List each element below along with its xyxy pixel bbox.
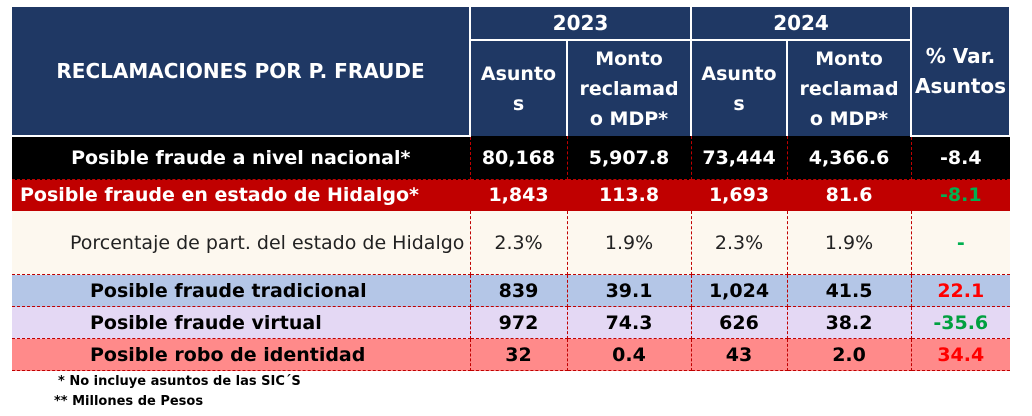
header-row-years: RECLAMACIONES POR P. FRAUDE 2023 2024 % …	[12, 7, 1012, 137]
table-row-national: Posible fraude a nivel nacional* 80,168 …	[12, 136, 1011, 180]
var-asuntos-header: % Var. Asuntos	[911, 7, 1012, 137]
monto-2024-header: Monto reclamad o MDP*	[787, 40, 913, 136]
monto-2024-cell: 38.2	[787, 306, 912, 339]
fraud-claims-table: RECLAMACIONES POR P. FRAUDE 2023 2024 % …	[12, 7, 1012, 371]
asuntos-2023-cell: 80,168	[470, 136, 568, 180]
var-cell: -8.4	[911, 136, 1011, 180]
year-2023-header: 2023	[470, 7, 693, 41]
asuntos-2023-cell: 972	[470, 306, 568, 339]
asuntos-2024-cell: 43	[691, 338, 788, 371]
monto-2023-header: Monto reclamad o MDP*	[567, 40, 693, 136]
table-row-virtual: Posible fraude virtual 972 74.3 626 38.2…	[12, 306, 1011, 339]
monto-2024-cell: 81.6	[787, 179, 912, 211]
monto-2023-cell: 0.4	[567, 338, 692, 371]
asuntos-2023-cell: 32	[470, 338, 568, 371]
asuntos-2024-cell: 1,693	[691, 179, 788, 211]
table-row-percentage: Porcentaje de part. del estado de Hidalg…	[12, 210, 1011, 275]
var-cell: 22.1	[911, 274, 1011, 307]
asuntos-2023-cell: 2.3%	[470, 210, 568, 275]
header-row-columns: Asunto s Monto reclamad o MDP* Asunto s Mont…	[12, 40, 1011, 136]
monto-2023-cell: 39.1	[567, 274, 692, 307]
monto-2023-cell: 5,907.8	[567, 136, 692, 180]
row-label-text: Porcentaje de part. del estado de Hidalg…	[70, 231, 465, 254]
asuntos-2023-cell: 1,843	[470, 179, 568, 211]
row-label: Posible fraude tradicional	[12, 274, 471, 307]
table-row-traditional: Posible fraude tradicional 839 39.1 1,02…	[12, 274, 1011, 307]
asuntos-2024-cell: 73,444	[691, 136, 788, 180]
row-label: Posible fraude virtual	[12, 306, 471, 339]
footnote-sic: * No incluye asuntos de las SIC´S	[58, 374, 301, 389]
monto-2023-cell: 1.9%	[567, 210, 692, 275]
monto-2023-cell: 74.3	[567, 306, 692, 339]
row-label: Posible robo de identidad	[12, 338, 471, 371]
monto-2024-cell: 2.0	[787, 338, 912, 371]
asuntos-2024-header: Asunto s	[691, 40, 789, 136]
table-row-hidalgo: Posible fraude en estado de Hidalgo* 1,8…	[12, 179, 1011, 211]
var-cell: -8.1	[911, 179, 1011, 211]
footnote-mdp: ** Millones de Pesos	[54, 394, 204, 409]
monto-2024-cell: 41.5	[787, 274, 912, 307]
asuntos-2024-cell: 626	[691, 306, 788, 339]
row-label: Posible fraude en estado de Hidalgo*	[12, 179, 471, 211]
asuntos-2023-cell: 839	[470, 274, 568, 307]
asuntos-2024-cell: 1,024	[691, 274, 788, 307]
var-cell: 34.4	[911, 338, 1011, 371]
row-label: Porcentaje de part. del estado de Hidalg…	[12, 210, 471, 275]
var-cell: -	[911, 210, 1011, 275]
monto-2023-cell: 113.8	[567, 179, 692, 211]
table-row-identity-theft: Posible robo de identidad 32 0.4 43 2.0 …	[12, 338, 1011, 371]
table-title: RECLAMACIONES POR P. FRAUDE	[12, 7, 471, 137]
monto-2024-cell: 4,366.6	[787, 136, 912, 180]
var-cell: -35.6	[911, 306, 1011, 339]
footnotes: * No incluye asuntos de las SIC´S ** Mil…	[20, 372, 301, 412]
asuntos-2024-cell: 2.3%	[691, 210, 788, 275]
year-2024-header: 2024	[691, 7, 913, 41]
monto-2024-cell: 1.9%	[787, 210, 912, 275]
row-label: Posible fraude a nivel nacional*	[12, 136, 471, 180]
asuntos-2023-header: Asunto s	[470, 40, 568, 136]
